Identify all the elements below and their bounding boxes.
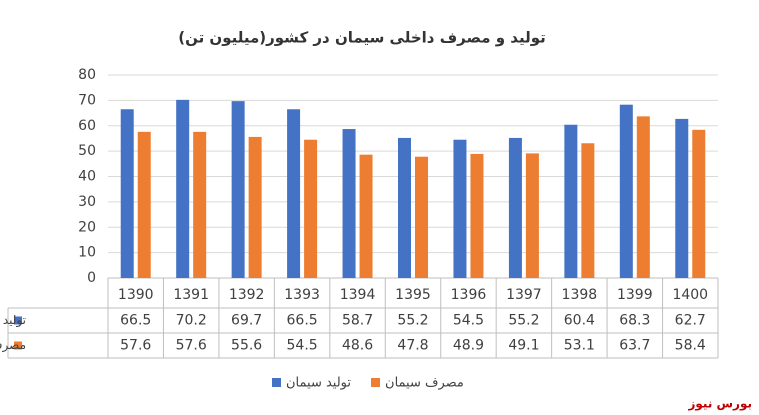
bar bbox=[564, 124, 578, 278]
table-value: 54.5 bbox=[287, 338, 318, 354]
table-legend-swatch bbox=[14, 316, 22, 325]
source-label: بورس نیوز bbox=[687, 397, 752, 412]
bar bbox=[120, 109, 134, 278]
table-row-label: تولید سیمان bbox=[0, 313, 26, 328]
bar bbox=[581, 143, 595, 278]
bar bbox=[470, 153, 484, 278]
table-value: 48.9 bbox=[453, 338, 484, 354]
table-value: 70.2 bbox=[176, 313, 207, 329]
x-tick-label: 1397 bbox=[506, 287, 542, 303]
chart-title: تولید و مصرف داخلی سیمان در کشور(میلیون … bbox=[178, 29, 546, 47]
table-value: 57.6 bbox=[120, 338, 151, 354]
y-tick-label: 70 bbox=[78, 92, 96, 108]
y-tick-label: 10 bbox=[78, 245, 96, 261]
bar bbox=[304, 139, 318, 278]
x-tick-label: 1395 bbox=[395, 287, 431, 303]
table-value: 47.8 bbox=[397, 338, 428, 354]
table-value: 53.1 bbox=[564, 338, 595, 354]
bar bbox=[287, 109, 301, 278]
table-value: 58.7 bbox=[342, 313, 373, 329]
bar bbox=[636, 116, 650, 278]
x-tick-label: 1393 bbox=[284, 287, 320, 303]
bar bbox=[619, 104, 633, 278]
y-tick-label: 60 bbox=[78, 118, 96, 134]
bar bbox=[398, 137, 411, 278]
table-value: 60.4 bbox=[564, 313, 595, 329]
y-tick-label: 20 bbox=[78, 219, 96, 235]
y-tick-label: 0 bbox=[87, 270, 96, 286]
x-tick-label: 1400 bbox=[672, 287, 708, 303]
bar bbox=[692, 129, 706, 278]
table-value: 66.5 bbox=[120, 313, 151, 329]
table-value: 57.6 bbox=[176, 338, 207, 354]
x-tick-label: 1391 bbox=[173, 287, 209, 303]
y-tick-label: 30 bbox=[78, 194, 96, 210]
bar bbox=[525, 153, 539, 278]
table-legend-swatch bbox=[14, 341, 22, 350]
table-value: 63.7 bbox=[619, 338, 650, 354]
bar bbox=[137, 131, 151, 278]
legend-label: مصرف سیمان bbox=[385, 376, 464, 391]
legend-swatch bbox=[371, 378, 381, 387]
bar bbox=[176, 99, 190, 279]
y-tick-label: 40 bbox=[78, 169, 96, 185]
table-value: 66.5 bbox=[287, 313, 318, 329]
bar bbox=[415, 156, 428, 278]
table-value: 55.2 bbox=[508, 313, 539, 329]
bar bbox=[342, 129, 356, 278]
x-tick-label: 1396 bbox=[451, 287, 487, 303]
table-value: 49.1 bbox=[508, 338, 539, 354]
table-value: 48.6 bbox=[342, 338, 373, 354]
x-tick-label: 1399 bbox=[617, 287, 653, 303]
legend-swatch bbox=[272, 378, 281, 387]
bar bbox=[453, 139, 467, 278]
y-tick-label: 50 bbox=[78, 143, 96, 159]
table-value: 55.2 bbox=[397, 313, 428, 329]
table-value: 54.5 bbox=[453, 313, 484, 329]
table-value: 55.6 bbox=[231, 338, 262, 354]
bar bbox=[193, 131, 207, 278]
x-tick-label: 1394 bbox=[340, 287, 376, 303]
bar bbox=[231, 101, 245, 278]
bar bbox=[675, 118, 689, 279]
bar bbox=[248, 136, 262, 278]
table-value: 62.7 bbox=[675, 313, 706, 329]
bar bbox=[508, 137, 522, 278]
x-tick-label: 1392 bbox=[229, 287, 265, 303]
legend-label: تولید سیمان bbox=[286, 376, 351, 391]
table-value: 68.3 bbox=[619, 313, 650, 329]
y-tick-label: 80 bbox=[78, 67, 96, 83]
table-value: 69.7 bbox=[231, 313, 262, 329]
bar bbox=[359, 154, 373, 278]
table-row-label: مصرف سیمان bbox=[0, 338, 26, 353]
x-tick-label: 1390 bbox=[118, 287, 154, 303]
table-value: 58.4 bbox=[675, 338, 706, 354]
x-tick-label: 1398 bbox=[562, 287, 598, 303]
